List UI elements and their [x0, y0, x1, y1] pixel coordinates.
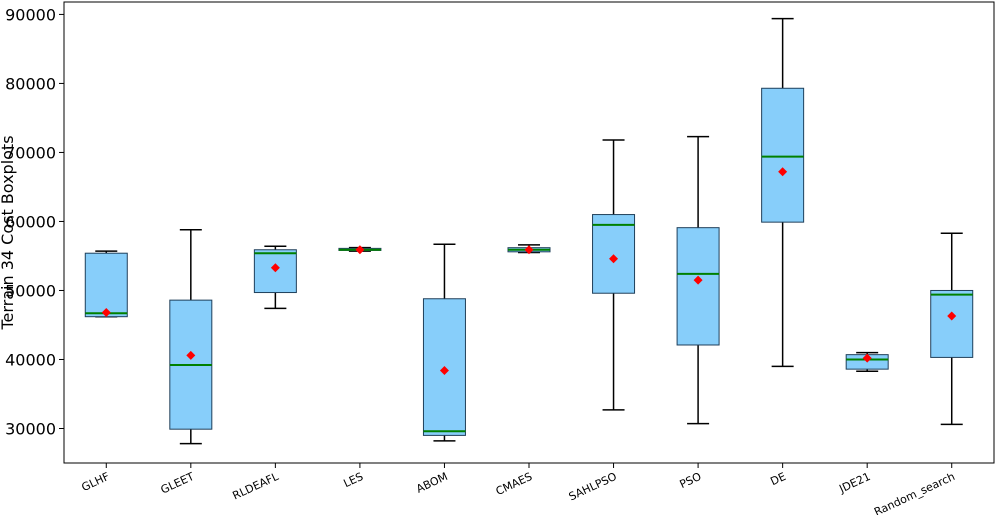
mean-marker	[862, 353, 872, 363]
x-tick-label: GLHF	[80, 470, 112, 494]
box-abom	[422, 243, 466, 442]
box-jde21	[845, 351, 889, 372]
box-rldeafl	[253, 245, 297, 310]
mean-marker	[439, 366, 449, 376]
plot-area	[84, 17, 974, 445]
box-pso	[676, 135, 720, 425]
axes-frame	[63, 1, 995, 464]
mean-marker	[101, 308, 111, 318]
box-glhf	[84, 250, 128, 318]
y-tick-label: 50000	[5, 281, 56, 300]
y-tick-label: 60000	[5, 212, 56, 231]
y-tick-label: 30000	[5, 419, 56, 438]
y-tick-label: 40000	[5, 350, 56, 369]
x-tick-label: SAHLPSO	[567, 470, 619, 504]
iqr-box	[253, 249, 297, 294]
x-tick-label: RLDEAFL	[231, 470, 282, 503]
box-gleet	[169, 228, 213, 445]
x-tick-label: DE	[768, 470, 788, 488]
x-axis-ticks: GLHF GLEET RLDEAFL LES ABOM CMAES SAHLPSO PSO DE…	[80, 463, 957, 515]
x-tick-label: CMAES	[494, 470, 535, 498]
iqr-box	[676, 227, 720, 346]
mean-marker	[609, 254, 619, 264]
iqr-box	[592, 214, 636, 294]
box-sahlpso	[592, 139, 636, 411]
y-axis-ticks: 30000 40000 50000 60000 70000 80000 90000	[5, 5, 64, 438]
x-tick-label: PSO	[678, 470, 704, 491]
x-tick-label: LES	[342, 470, 366, 490]
x-tick-label: Random_search	[872, 470, 957, 515]
iqr-box	[761, 87, 805, 223]
box-random-search	[930, 232, 974, 426]
iqr-box	[84, 252, 128, 318]
mean-marker	[186, 350, 196, 360]
box-de	[761, 17, 805, 368]
y-tick-label: 90000	[5, 5, 56, 24]
x-tick-label: JDE21	[836, 470, 872, 496]
iqr-box	[930, 289, 974, 358]
x-tick-label: GLEET	[159, 470, 197, 497]
y-tick-label: 80000	[5, 74, 56, 93]
y-axis-label: Terrain 34 Cost Boxplots	[0, 135, 17, 330]
mean-marker	[778, 167, 788, 177]
mean-marker	[270, 263, 280, 273]
mean-marker	[524, 245, 534, 255]
x-tick-label: ABOM	[414, 470, 449, 496]
mean-marker	[355, 245, 365, 255]
mean-marker	[693, 275, 703, 285]
mean-marker	[947, 311, 957, 321]
box-les	[338, 245, 382, 255]
box-cmaes	[507, 244, 551, 255]
y-tick-label: 70000	[5, 143, 56, 162]
